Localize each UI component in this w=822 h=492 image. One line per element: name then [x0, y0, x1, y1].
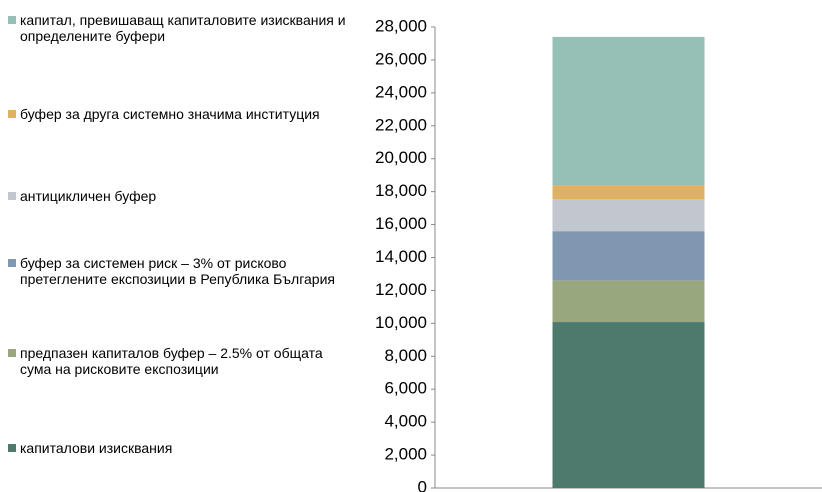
y-tick-label: 4,000	[384, 412, 427, 431]
legend-swatch	[8, 110, 16, 118]
legend-label: антицикличен буфер	[20, 188, 157, 204]
bar-segment	[552, 280, 705, 323]
legend-label: предпазен капиталов буфер – 2.5% от обща…	[20, 345, 323, 377]
y-tick-label: 20,000	[375, 148, 427, 167]
legend-label: капитал, превишаващ капиталовите изисква…	[20, 12, 346, 44]
legend-label: буфер за системен риск – 3% от рисково п…	[20, 255, 335, 287]
y-tick-label: 8,000	[384, 346, 427, 365]
bar-segment	[552, 36, 705, 186]
y-tick-label: 18,000	[375, 181, 427, 200]
y-tick-label: 0	[418, 477, 427, 492]
legend-swatch	[8, 16, 16, 24]
y-tick-label: 26,000	[375, 49, 427, 68]
legend-label: буфер за друга системно значима институц…	[20, 106, 320, 122]
y-tick-label: 22,000	[375, 115, 427, 134]
legend-item: капитал, превишаващ капиталовите изисква…	[8, 12, 350, 44]
y-tick-label: 12,000	[375, 280, 427, 299]
bar-segment	[552, 199, 705, 232]
y-tick-label: 10,000	[375, 313, 427, 332]
legend-item: буфер за друга системно значима институц…	[8, 106, 350, 122]
bar-segment	[552, 231, 705, 281]
legend-swatch	[8, 192, 16, 200]
legend-item: предпазен капиталов буфер – 2.5% от обща…	[8, 345, 350, 377]
bar-segment	[552, 322, 705, 488]
legend-swatch	[8, 259, 16, 267]
legend-item: капиталови изисквания	[8, 440, 350, 456]
y-tick-label: 14,000	[375, 247, 427, 266]
y-tick-label: 2,000	[384, 445, 427, 464]
bar-segment	[552, 185, 705, 200]
y-tick-label: 16,000	[375, 214, 427, 233]
y-tick-label: 28,000	[375, 16, 427, 35]
legend-swatch	[8, 444, 16, 452]
legend-item: буфер за системен риск – 3% от рисково п…	[8, 255, 350, 287]
legend-item: антицикличен буфер	[8, 188, 350, 204]
y-tick-label: 24,000	[375, 82, 427, 101]
y-tick-label: 6,000	[384, 379, 427, 398]
legend-swatch	[8, 349, 16, 357]
legend-label: капиталови изисквания	[20, 440, 173, 456]
